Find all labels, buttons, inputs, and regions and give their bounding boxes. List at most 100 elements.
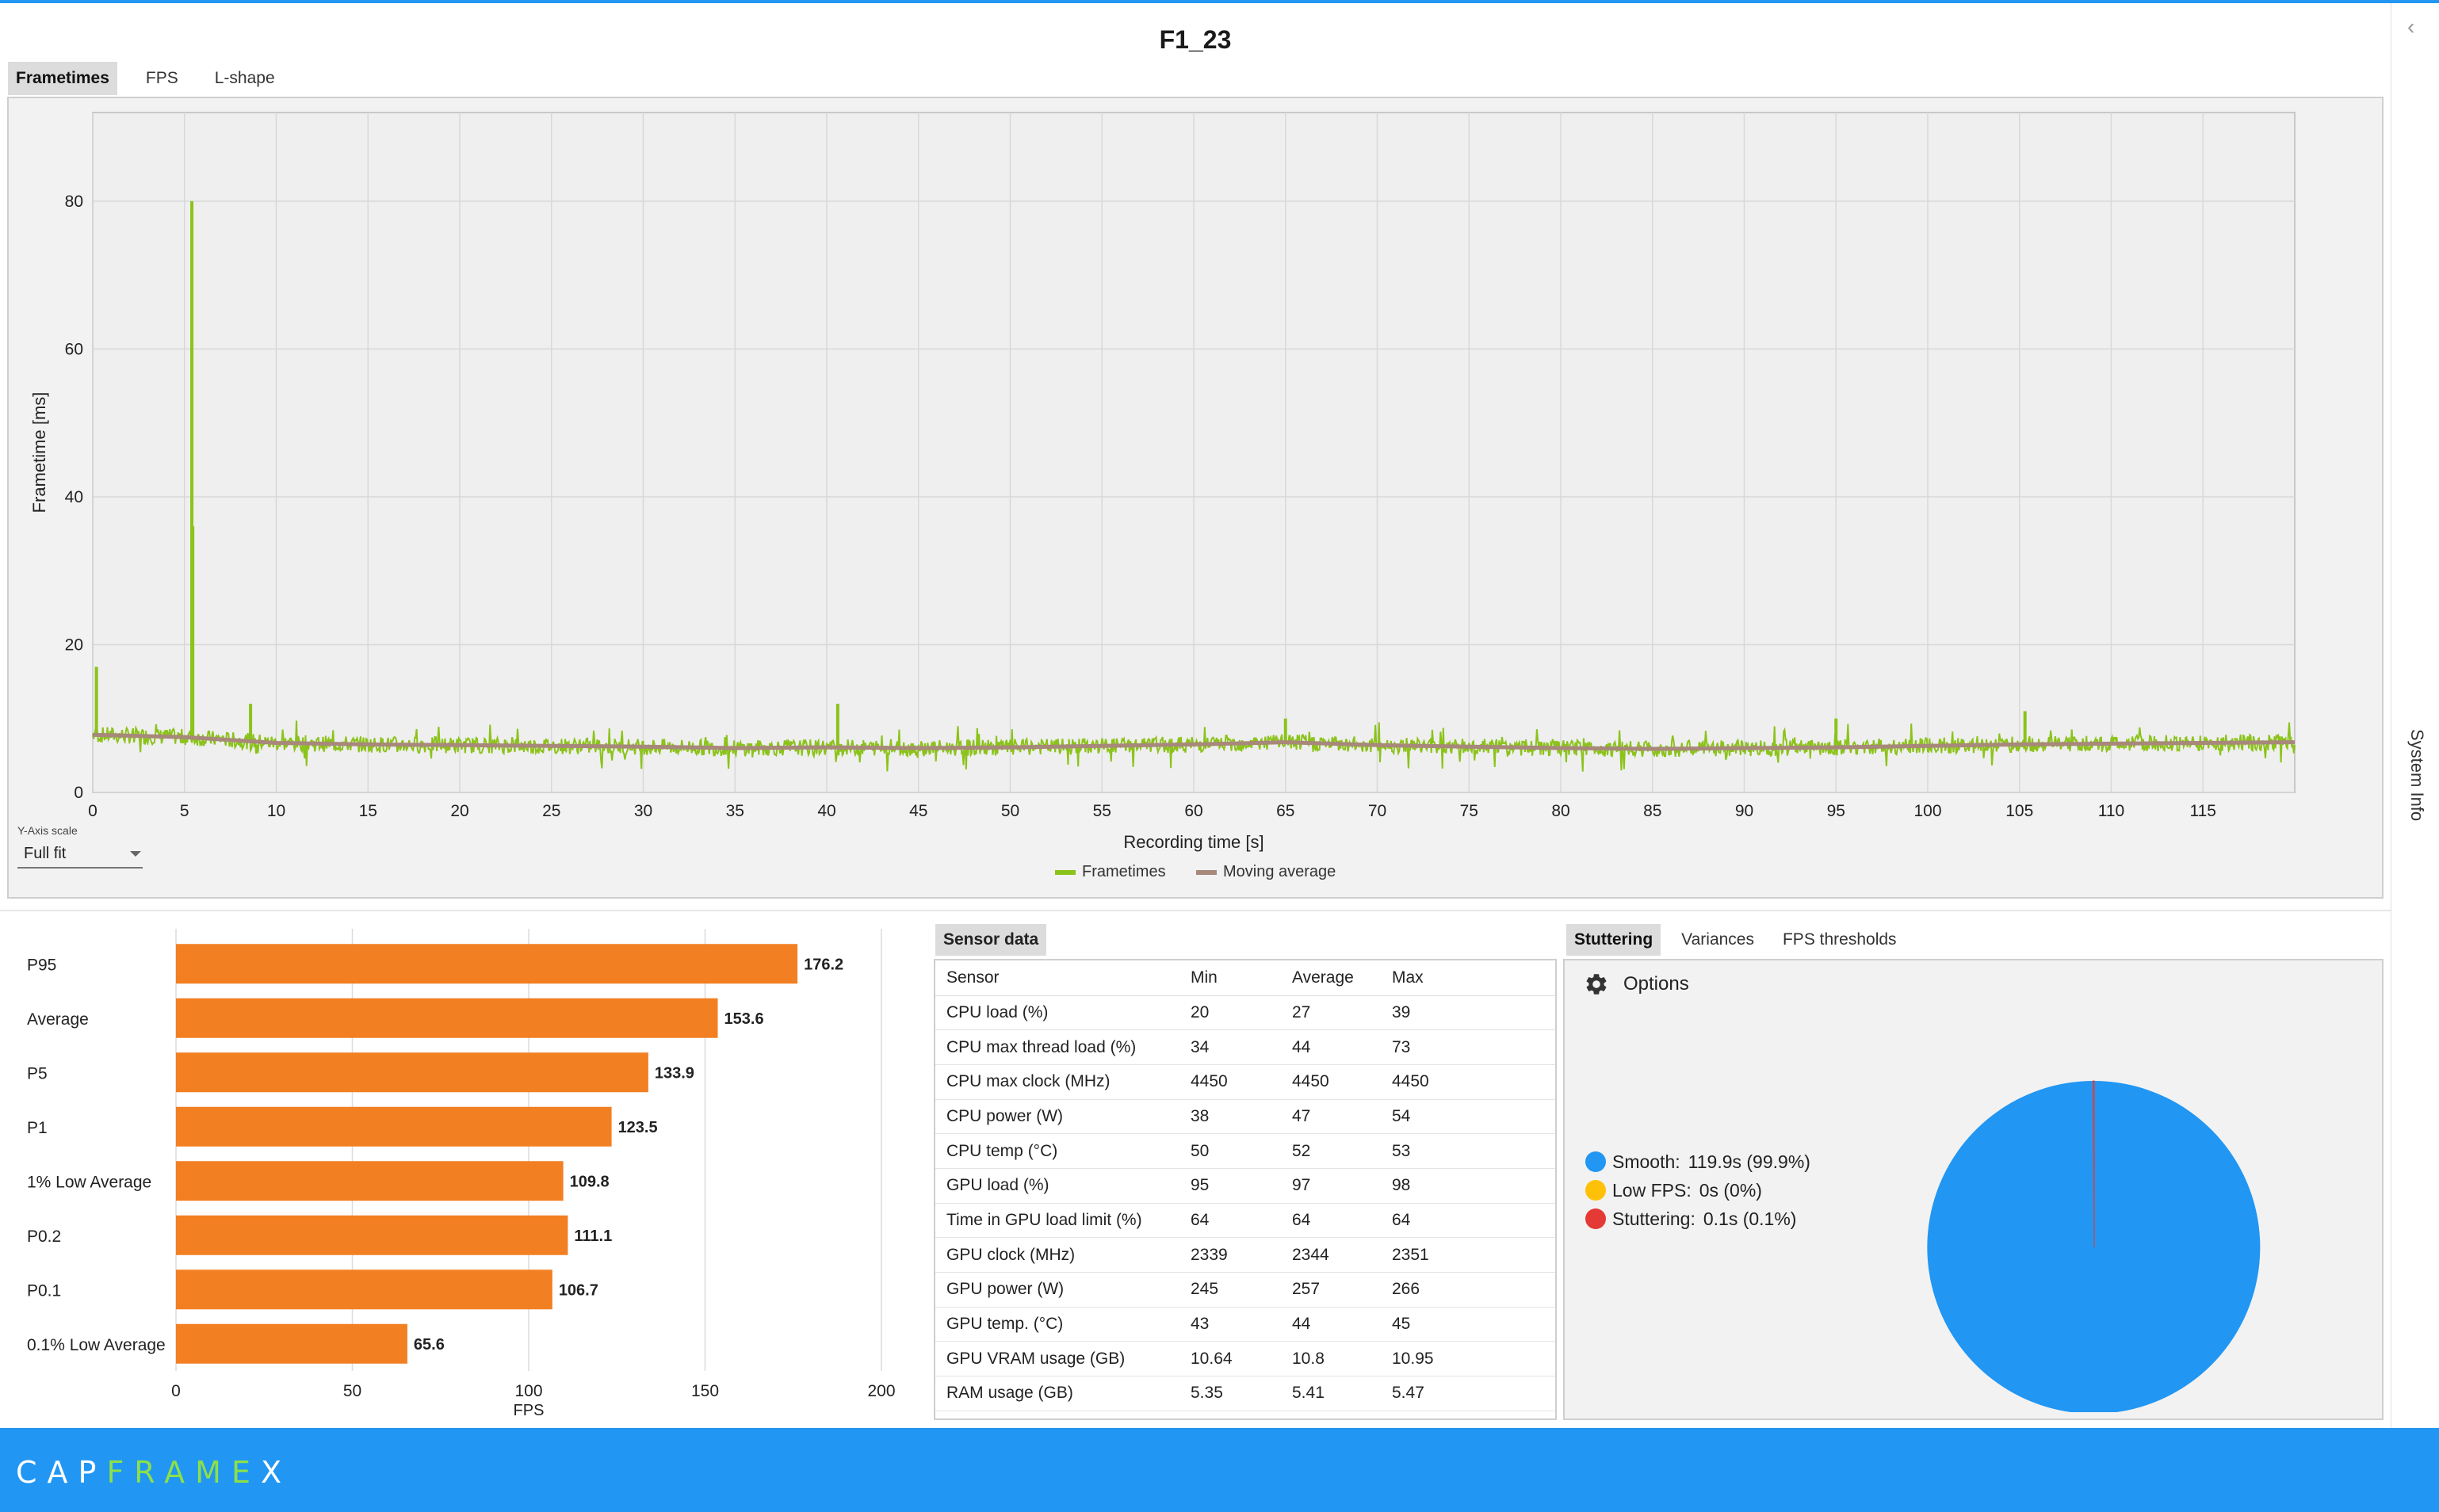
bar-x-tick-label: 0 [171, 1382, 181, 1400]
x-tick-label: 45 [909, 802, 927, 820]
sensor-cell: GPU clock (MHz) [935, 1237, 1179, 1273]
tab-stuttering[interactable]: Stuttering [1566, 924, 1661, 956]
sensor-row[interactable]: Time in GPU load limit (%) 64 64 64 [935, 1203, 1555, 1239]
bar-value-label: 123.5 [618, 1119, 658, 1136]
sensor-cell: 50 [1179, 1133, 1281, 1169]
analysis-tabs: Stuttering Variances FPS thresholds [1566, 924, 1917, 956]
y-tick-label: 80 [65, 193, 83, 211]
sensor-row[interactable]: CPU power (W) 38 47 54 [935, 1099, 1555, 1135]
bar-x-axis-title: FPS [514, 1402, 545, 1419]
tab-fps[interactable]: FPS [145, 69, 178, 87]
x-tick-label: 110 [2098, 802, 2124, 820]
y-axis-scale-value: Full fit [24, 845, 67, 862]
sensor-cell: 4450 [1179, 1064, 1281, 1100]
sensor-cell: 44 [1281, 1029, 1381, 1065]
x-tick-label: 0 [88, 802, 97, 820]
system-info-tab[interactable]: System Info [2392, 729, 2439, 840]
sensor-row[interactable]: GPU power (W) 245 257 266 [935, 1272, 1555, 1308]
bar [176, 1323, 407, 1364]
x-tick-label: 80 [1551, 802, 1569, 820]
x-axis-title: Recording time [s] [1123, 832, 1263, 852]
fps-metrics-chart-area: 0 50 100 150 200 FPS P95 176.2 Average 153.6 P5 133… [8, 919, 927, 1426]
y-axis-scale-dropdown[interactable]: Full fit [17, 842, 143, 869]
sensor-cell: 95 [1179, 1168, 1281, 1204]
system-info-strip[interactable]: ‹ System Info [2391, 0, 2439, 1428]
x-tick-label: 75 [1460, 802, 1478, 820]
options-button[interactable]: Options [1584, 972, 1689, 997]
bar-category-label: Average [27, 1010, 89, 1029]
sensor-cell: CPU power (W) [935, 1099, 1179, 1135]
sensor-column-header[interactable]: Sensor [935, 960, 1179, 996]
bar-x-tick-label: 200 [867, 1382, 895, 1400]
frametime-chart[interactable]: 0 5 10 15 20 25 30 35 40 45 50 55 60 65 70 75 80 85 90 95 10… [9, 98, 2382, 897]
x-tick-label: 10 [267, 802, 285, 820]
stuttering-panel: Options Smooth: 119.9s (99.9%) Low FPS: 0s … [1563, 959, 2384, 1420]
bar-value-label: 133.9 [655, 1064, 694, 1082]
sensor-cell: GPU VRAM usage (GB) [935, 1341, 1179, 1377]
sensor-cell: Time in GPU load limit (%) [935, 1203, 1179, 1239]
bar-value-label: 109.8 [570, 1173, 610, 1190]
y-axis-title: Frametime [ms] [29, 392, 49, 514]
sensor-row[interactable]: GPU load (%) 95 97 98 [935, 1168, 1555, 1204]
footer-bar: CAPFRAMEX [0, 1428, 2439, 1512]
tab-l-shape[interactable]: L-shape [214, 69, 275, 87]
legend-color-dot [1585, 1151, 1606, 1172]
sensor-row[interactable]: RAM usage (GB) 5.35 5.41 5.47 [935, 1376, 1555, 1411]
stuttering-legend-row: Smooth: 119.9s (99.9%) [1585, 1147, 1810, 1176]
chevron-left-icon[interactable]: ‹ [2407, 14, 2415, 39]
sensor-cell: 10.8 [1281, 1341, 1381, 1377]
bar-category-label: P1 [27, 1119, 48, 1137]
sensor-cell: 5.47 [1381, 1376, 1555, 1411]
moving-average-series-line [92, 732, 2296, 751]
x-tick-label: 35 [726, 802, 744, 820]
bar [176, 998, 718, 1038]
bar-category-label: P0.2 [27, 1228, 61, 1246]
pie-slice [2093, 1080, 2095, 1248]
tab-frametimes[interactable]: Frametimes [8, 62, 117, 95]
pie-slice [1927, 1081, 2261, 1412]
sensor-cell: 45 [1381, 1307, 1555, 1342]
sensor-row[interactable]: CPU max clock (MHz) 4450 4450 4450 [935, 1064, 1555, 1100]
sensor-cell: CPU temp (°C) [935, 1133, 1179, 1169]
sensor-cell: CPU load (%) [935, 995, 1179, 1031]
tab-variances[interactable]: Variances [1681, 930, 1754, 949]
x-tick-label: 95 [1827, 802, 1845, 820]
bar-x-tick-label: 50 [343, 1382, 361, 1400]
x-tick-label: 55 [1093, 802, 1111, 820]
sensor-row[interactable]: CPU temp (°C) 50 52 53 [935, 1133, 1555, 1169]
sensor-cell: CPU max thread load (%) [935, 1029, 1179, 1065]
sensor-row[interactable]: GPU clock (MHz) 2339 2344 2351 [935, 1237, 1555, 1273]
x-tick-label: 115 [2190, 802, 2216, 820]
sensor-cell: 2339 [1179, 1237, 1281, 1273]
sensor-row[interactable]: CPU load (%) 20 27 39 [935, 995, 1555, 1031]
legend-color-dot [1585, 1180, 1606, 1201]
sensor-cell: 10.64 [1179, 1341, 1281, 1377]
gear-icon [1586, 974, 1607, 995]
legend-swatch-moving-average [1196, 870, 1217, 875]
tab-sensor-data[interactable]: Sensor data [935, 924, 1047, 956]
sensor-cell: RAM usage (GB) [935, 1376, 1179, 1411]
sensor-row[interactable]: GPU VRAM usage (GB) 10.64 10.8 10.95 [935, 1341, 1555, 1377]
sensor-cell: 34 [1179, 1029, 1281, 1065]
sensor-row[interactable]: CPU max thread load (%) 34 44 73 [935, 1029, 1555, 1065]
sensor-column-header[interactable]: Min [1179, 960, 1281, 996]
stuttering-legend: Smooth: 119.9s (99.9%) Low FPS: 0s (0%) Stut… [1585, 1147, 1810, 1233]
bar-category-label: P5 [27, 1064, 48, 1082]
sensor-cell: 43 [1179, 1307, 1281, 1342]
frametime-chart-panel: 0 5 10 15 20 25 30 35 40 45 50 55 60 65 70 75 80 85 90 95 10… [7, 97, 2384, 899]
chevron-down-icon [130, 851, 141, 857]
sensor-table-body: CPU load (%) 20 27 39 CPU max thread load (%… [935, 995, 1555, 1411]
x-tick-label: 25 [542, 802, 560, 820]
sensor-column-header[interactable]: Average [1281, 960, 1381, 996]
bar-category-label: P0.1 [27, 1281, 61, 1300]
bar-value-label: 153.6 [724, 1010, 764, 1028]
tab-fps-thresholds[interactable]: FPS thresholds [1782, 930, 1897, 949]
stuttering-category-label: Smooth: [1612, 1151, 1680, 1172]
sensor-column-header[interactable]: Max [1381, 960, 1555, 996]
sensor-cell: 2351 [1381, 1237, 1555, 1273]
sensor-row[interactable]: GPU temp. (°C) 43 44 45 [935, 1307, 1555, 1342]
sensor-cell: 39 [1381, 995, 1555, 1031]
x-tick-label: 70 [1368, 802, 1386, 820]
sensor-cell: 64 [1281, 1203, 1381, 1239]
